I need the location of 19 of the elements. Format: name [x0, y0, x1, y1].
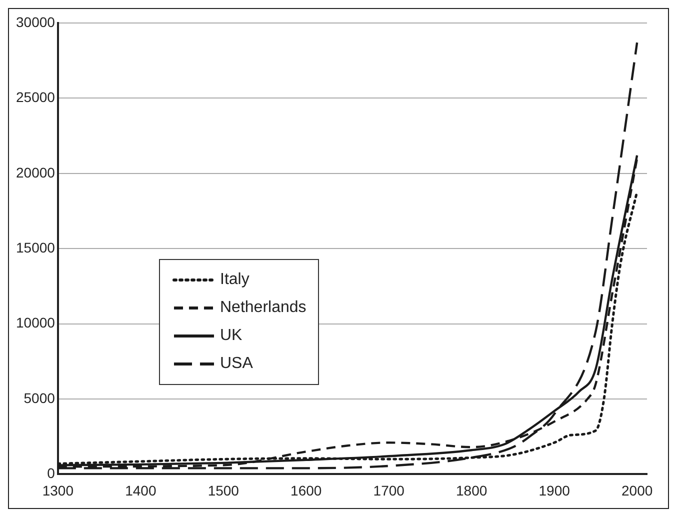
- legend-label: Netherlands: [220, 299, 306, 317]
- x-tick-label: 1600: [290, 482, 322, 498]
- y-tick-label: 15000: [16, 239, 56, 256]
- x-tick-label: 2000: [621, 482, 653, 498]
- y-tick-label: 0: [47, 465, 56, 482]
- x-tick-label: 1300: [42, 482, 74, 498]
- x-tick-label: 1900: [538, 482, 570, 498]
- x-tick-label: 1500: [208, 482, 240, 498]
- x-tick-label: 1400: [125, 482, 156, 498]
- x-tick-label: 1800: [456, 482, 488, 498]
- y-tick-label: 25000: [16, 89, 56, 106]
- legend-label: Italy: [220, 271, 250, 289]
- legend-label: USA: [220, 355, 253, 373]
- y-tick-label: 5000: [24, 390, 56, 406]
- y-tick-label: 30000: [16, 14, 56, 30]
- x-tick-label: 1700: [373, 482, 405, 498]
- y-tick-label: 20000: [16, 164, 56, 180]
- y-tick-label: 10000: [16, 314, 56, 331]
- legend-label: UK: [220, 327, 242, 345]
